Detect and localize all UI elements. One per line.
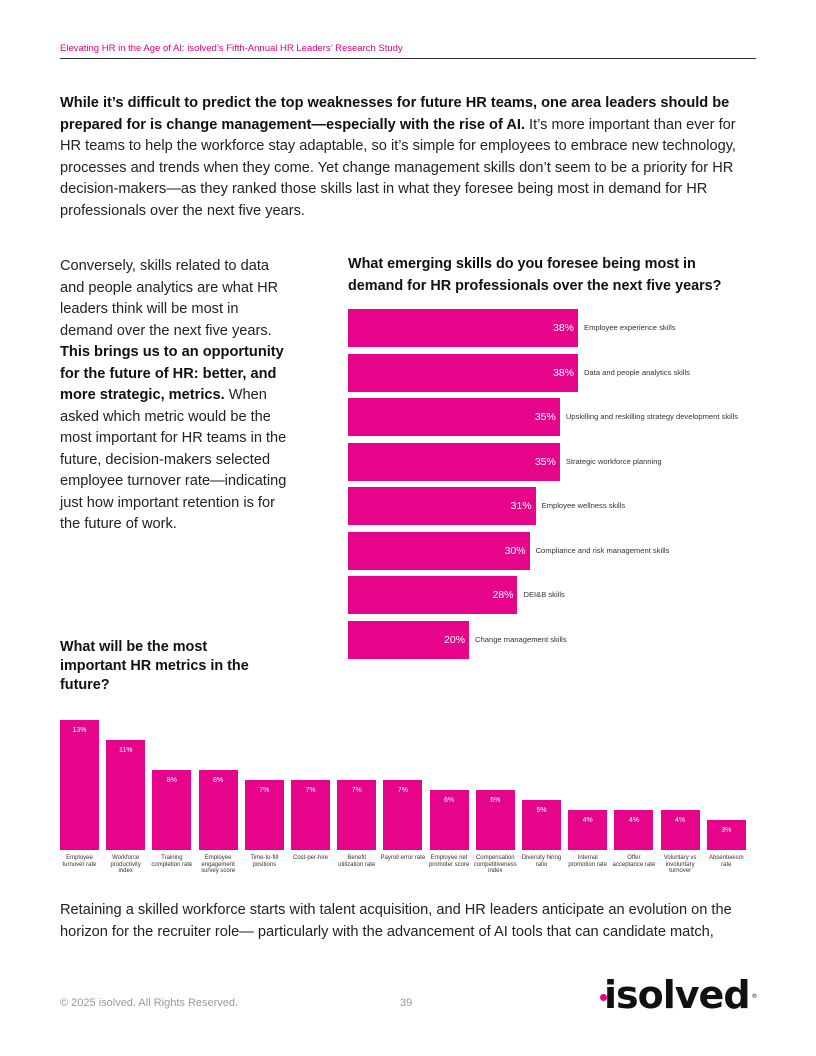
metrics-bar [106, 740, 146, 850]
intro-bold-text: While it’s difficult to predict the top … [60, 95, 730, 133]
skills-bar [348, 353, 578, 392]
metrics-bar-value: 8% [213, 777, 224, 784]
metrics-bar-category: Benefit utilization rate [338, 855, 376, 868]
metrics-bar [568, 810, 608, 850]
skills-bar-chart: 38% Employee experience skills 38% Data and… [348, 309, 768, 661]
skills-bar-value: 30% [504, 544, 526, 557]
metrics-bar-value: 4% [582, 817, 593, 824]
skills-chart-title: What emerging skills do you foresee bein… [348, 256, 722, 294]
metrics-bar [429, 790, 469, 850]
metrics-bar-value: 6% [444, 797, 455, 804]
metrics-bar [522, 800, 561, 850]
outro-paragraph: Retaining a skilled workforce starts wit… [60, 902, 732, 940]
skills-bar-value: 31% [510, 500, 532, 512]
metrics-bar [244, 780, 284, 850]
skills-bar-value: 20% [444, 633, 466, 646]
skills-bar-label: Employee wellness skills [541, 501, 626, 510]
metrics-bar-value: 8% [166, 777, 177, 784]
metrics-bar-category: Payroll error rate [380, 855, 426, 861]
metrics-bar [383, 780, 423, 850]
metrics-bar [475, 790, 515, 850]
metrics-bar-category: Employee net promoter score [428, 855, 470, 868]
skills-bar [348, 531, 530, 570]
metrics-bar-category: Voluntary vs involuntary turnover [663, 855, 697, 875]
left-column-paragraph: Conversely, skills related to data and p… [60, 256, 292, 536]
isolved-logo: isolved ® [600, 973, 758, 1017]
metrics-bar [337, 780, 377, 850]
metrics-bar-category: Time-to-fill positions [250, 855, 279, 868]
skills-bar-label: Upskilling and reskilling strategy devel… [565, 412, 739, 421]
skills-bar-label: Strategic workforce planning [565, 456, 662, 466]
metrics-bar [660, 810, 700, 850]
metrics-bar-category: Employee engagement survey score [201, 855, 236, 875]
metrics-bar-value: 7% [305, 787, 316, 794]
logo-dot-icon [600, 994, 607, 1001]
metrics-bar [60, 720, 99, 850]
metrics-bar-value: 3% [721, 827, 732, 834]
metrics-bar [198, 770, 238, 850]
metrics-bar-value: 5% [536, 807, 547, 814]
skills-bar [348, 576, 518, 614]
metrics-bar-category: Diversity hiring ratio [521, 855, 562, 868]
metrics-bar [291, 780, 330, 850]
left-column-text-1: Conversely, skills related to data and p… [60, 258, 279, 339]
logo-text: isolved [604, 973, 751, 1017]
metrics-bar-value: 11% [118, 747, 133, 754]
skills-bar-label: Change management skills [475, 634, 567, 644]
intro-text: It’s more important than ever for HR tea… [60, 116, 736, 219]
skills-bar [348, 620, 470, 659]
metrics-bar-category: Employee turnover rate [62, 855, 97, 868]
skills-bar-value: 38% [552, 366, 574, 379]
metrics-bar [614, 810, 654, 850]
registered-mark-icon: ® [751, 993, 758, 1000]
metrics-bar-chart: 13% Employee turnover rate 11% Workforce pr… [60, 700, 760, 890]
metrics-bar-value: 7% [351, 787, 362, 794]
skills-bar [348, 309, 578, 347]
left-column-bold-text: This brings us to an opportunity for the… [60, 344, 284, 403]
skills-bar-label: DEI&B skills [523, 590, 565, 599]
metrics-bar [152, 770, 192, 850]
page-number: 39 [400, 997, 413, 1009]
skills-bar [348, 398, 560, 436]
skills-bar-label: Data and people analytics skills [584, 367, 690, 377]
skills-bar-label: Employee experience skills [584, 323, 676, 332]
metrics-bar [706, 820, 746, 850]
metrics-bar-value: 6% [490, 797, 501, 804]
left-column-text-2: When asked which metric would be the mos… [60, 387, 287, 532]
metrics-bar-value: 4% [628, 817, 639, 824]
running-header: Elevating HR in the Age of AI: isolved’s… [60, 43, 756, 59]
metrics-bar-category: Training completion rate [151, 855, 193, 868]
metrics-bar-value: 7% [259, 787, 270, 794]
intro-paragraph: While it’s difficult to predict the top … [60, 93, 756, 222]
skills-bar-label: Compliance and risk management skills [535, 545, 670, 555]
copyright-text: © 2025 isolved. All Rights Reserved. [60, 997, 239, 1009]
metrics-bar-category: Compensation competitiveness index [473, 855, 517, 875]
metrics-bar-value: 4% [675, 817, 686, 824]
metrics-bar-category: Absenteeism rate [708, 855, 744, 868]
metrics-bar-category: Offer acceptance rate [612, 855, 656, 868]
skills-bar-value: 38% [552, 322, 574, 334]
metrics-bar-value: 13% [72, 727, 87, 734]
skills-bar-value: 35% [534, 455, 556, 468]
metrics-bar-value: 7% [397, 787, 408, 794]
skills-bar-value: 28% [492, 589, 514, 601]
skills-bar [348, 442, 560, 481]
metrics-bar-category: Cost-per-hire [292, 855, 328, 861]
skills-bar-value: 35% [534, 411, 556, 423]
metrics-bar-category: Internal promotion rate [568, 855, 608, 868]
metrics-bar-category: Workforce productivity index [110, 855, 141, 875]
skills-bar [348, 487, 536, 525]
metrics-chart-title: What will be the most important HR metri… [60, 639, 249, 693]
